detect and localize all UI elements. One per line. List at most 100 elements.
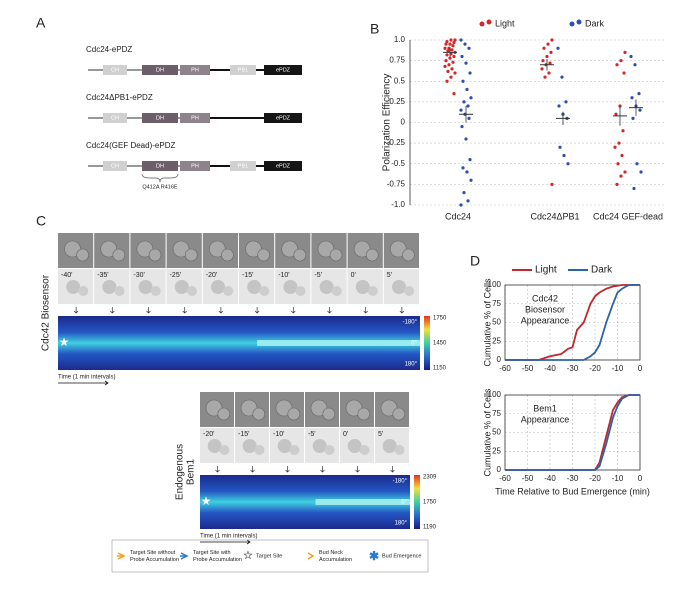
cell — [184, 248, 198, 262]
cell — [136, 240, 154, 258]
series-line — [505, 284, 640, 361]
legend-label: Light — [535, 265, 557, 276]
cell — [64, 240, 81, 258]
legend-label: Light — [495, 18, 515, 28]
y-tick-label: 1.0 — [394, 35, 406, 44]
domain — [230, 65, 256, 75]
point — [464, 137, 468, 141]
colorbar-label: 1190 — [423, 525, 437, 531]
point — [632, 186, 636, 191]
block-label: Bem1 — [186, 459, 197, 486]
cell-signal — [283, 280, 298, 294]
point — [619, 174, 623, 178]
cell-signal — [289, 445, 300, 455]
cell-signal — [219, 445, 230, 455]
cell — [329, 248, 343, 262]
point — [617, 141, 621, 145]
point — [639, 170, 643, 174]
x-tick-label: 0 — [638, 364, 643, 373]
point — [463, 42, 467, 46]
time-axis-label: Time (1 min intervals) — [58, 375, 115, 381]
y-tick-label: -0.5 — [391, 159, 405, 168]
time-arrow — [58, 380, 109, 386]
x-tick-label: -50 — [522, 364, 534, 373]
point — [467, 116, 471, 120]
point — [450, 67, 454, 71]
cell-signal — [78, 286, 89, 296]
point — [443, 46, 447, 50]
legend-text: Bud Emergence — [382, 553, 421, 559]
point — [445, 53, 449, 57]
point — [466, 104, 470, 108]
cell-signal — [207, 439, 222, 453]
legend-dot — [486, 19, 492, 25]
colorbar-label: 1750 — [433, 316, 447, 322]
domain — [103, 113, 127, 123]
domain-label: CH — [111, 163, 119, 169]
point — [545, 54, 549, 59]
y-tick-label: -1.0 — [391, 200, 405, 209]
point — [566, 162, 570, 166]
domain-label: PB1 — [238, 163, 248, 169]
point — [549, 50, 553, 54]
domain — [230, 161, 256, 171]
angle-label: -180° — [393, 479, 408, 485]
domain — [180, 65, 210, 75]
domain — [180, 161, 210, 171]
mean-error — [459, 106, 473, 123]
cell-signal — [359, 445, 370, 455]
point — [459, 38, 463, 42]
annotation: Appearance — [521, 315, 570, 325]
time-label: -5' — [314, 272, 322, 279]
star: ★ — [201, 494, 212, 508]
point — [469, 178, 473, 182]
panel-label: B — [370, 21, 379, 37]
mean-error — [613, 106, 627, 126]
point — [444, 59, 448, 63]
frame-arrow — [390, 466, 395, 473]
domain — [264, 113, 302, 123]
icon-chevron — [307, 552, 315, 560]
frame-arrow — [355, 466, 360, 473]
block-label: Endogenous — [175, 444, 186, 500]
mean-error — [629, 99, 643, 116]
point — [462, 191, 466, 195]
angle-label: 180° — [395, 521, 408, 527]
colorbar-label: 1450 — [433, 341, 447, 347]
cell — [245, 240, 262, 258]
icon-star: ★ — [244, 551, 253, 562]
cell — [112, 248, 126, 262]
mean-error — [540, 58, 554, 71]
cell-signal — [211, 280, 226, 294]
point — [631, 116, 635, 120]
y-tick-label: 50 — [492, 428, 501, 437]
point — [558, 145, 562, 149]
y-tick-label: 25 — [492, 446, 501, 455]
point — [550, 182, 554, 186]
point — [445, 79, 449, 83]
x-tick-label: -40 — [544, 364, 556, 373]
cell-signal — [404, 286, 415, 296]
mean-error — [556, 111, 570, 125]
cell-signal — [150, 286, 161, 296]
cell-signal — [382, 439, 397, 453]
cell — [281, 240, 298, 258]
point — [630, 96, 634, 100]
x-axis-label: Time Relative to Bud Emergence (min) — [495, 486, 650, 496]
legend-text: Probe Accumulation — [193, 557, 242, 563]
time-label: -35' — [97, 272, 108, 279]
point — [467, 46, 471, 50]
legend-text: Probe Accumulation — [130, 557, 179, 563]
point — [461, 166, 465, 170]
y-tick-label: 0.5 — [394, 76, 406, 85]
point — [469, 96, 473, 100]
frame-arrow — [215, 466, 220, 473]
point — [465, 170, 469, 174]
domain — [142, 161, 178, 171]
point — [453, 71, 457, 75]
time-label: -20' — [206, 272, 217, 279]
angle-label: 180° — [405, 362, 418, 368]
cell — [257, 248, 270, 262]
brace — [141, 173, 179, 183]
y-axis-label: Cumulative % of Cells — [482, 278, 492, 367]
